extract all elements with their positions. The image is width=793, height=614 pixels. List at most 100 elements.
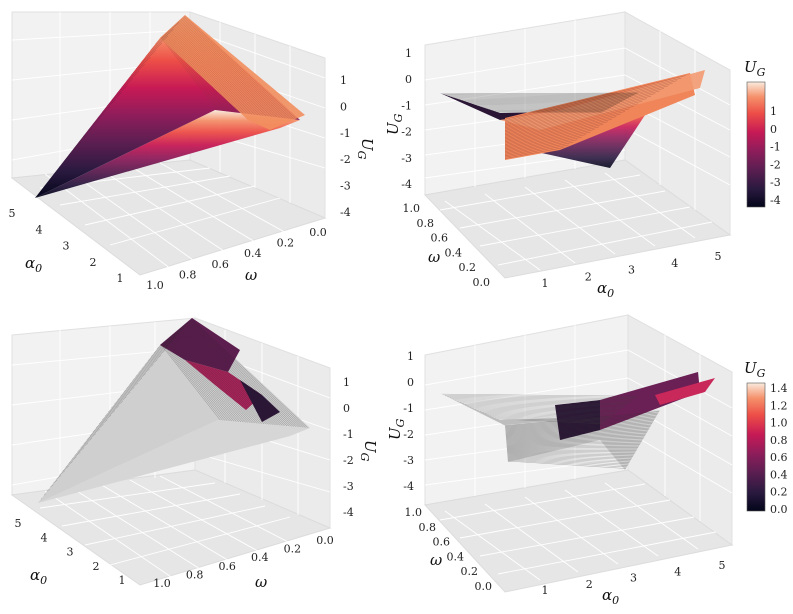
mesh-line — [179, 20, 281, 118]
omega-tick-label: 0.8 — [179, 268, 197, 281]
mesh-line — [482, 411, 612, 417]
mesh-line — [442, 92, 639, 95]
mesh-line — [174, 24, 264, 116]
mesh-line — [160, 37, 218, 111]
gridline — [484, 193, 576, 264]
surface-mesh — [39, 15, 298, 192]
mesh-line — [129, 364, 154, 385]
colorbar-tick-label: 1 — [770, 105, 777, 118]
surface-d-grey-lower — [505, 410, 660, 470]
mesh-line — [153, 327, 185, 354]
gridline — [439, 483, 646, 521]
mesh-line — [189, 319, 304, 428]
mesh-line — [190, 319, 306, 428]
alpha-tick-label: 1 — [119, 574, 126, 587]
gridline — [497, 531, 717, 575]
mesh-line — [504, 108, 630, 138]
omega-tick-label: 0.4 — [447, 550, 465, 563]
mesh-line — [505, 424, 652, 435]
gridline — [564, 179, 656, 247]
mesh-line — [174, 24, 267, 117]
mesh-line — [504, 142, 574, 156]
mesh-line — [504, 93, 656, 130]
alpha-tick-label: 1 — [117, 272, 124, 285]
mesh-line — [173, 25, 261, 116]
omega-tick-label: 0.2 — [277, 237, 295, 250]
colorbar-tick-label: -1 — [770, 141, 781, 154]
mesh-line — [489, 415, 607, 421]
z-tick-label: 0 — [407, 376, 414, 389]
mesh-line — [68, 456, 77, 464]
mesh-line — [169, 29, 247, 114]
gridline — [524, 496, 619, 565]
mesh-line — [506, 445, 640, 448]
mesh-line — [102, 99, 116, 112]
mesh-line — [47, 488, 50, 492]
mesh-line — [65, 461, 73, 468]
mesh-line — [164, 34, 230, 112]
mesh-line — [62, 465, 69, 472]
mesh-line — [507, 449, 637, 451]
mesh-line — [504, 111, 626, 140]
mesh-line — [507, 450, 636, 453]
mesh-line — [504, 139, 578, 155]
mesh-line — [162, 342, 226, 421]
mesh-line — [155, 21, 180, 45]
mesh-line — [504, 136, 582, 154]
surface-c-lower — [38, 420, 310, 503]
mesh-line — [504, 80, 678, 123]
alpha-tick-label: 5 — [715, 250, 722, 263]
z-tick-label: -2 — [340, 153, 351, 166]
mesh-line — [171, 334, 253, 424]
mesh-line — [179, 328, 274, 425]
gridline — [44, 490, 181, 584]
mesh-line — [459, 401, 627, 406]
mesh-line — [172, 334, 255, 424]
mesh-line — [178, 329, 272, 425]
surface-mesh — [442, 75, 686, 159]
mesh-line — [89, 424, 104, 436]
mesh-line — [167, 338, 242, 423]
mesh-line — [467, 405, 622, 409]
mesh-line — [507, 460, 626, 469]
omega-tick-label: 0.0 — [475, 580, 493, 593]
pane-walls — [424, 314, 734, 593]
gridline — [424, 349, 629, 386]
mesh-line — [504, 131, 591, 151]
mesh-line — [504, 95, 652, 131]
gridline — [61, 493, 241, 527]
alpha-tick-label: 2 — [585, 270, 592, 283]
gridline — [627, 431, 733, 494]
mesh-line — [504, 116, 617, 142]
gridline — [424, 377, 629, 411]
gridline — [109, 197, 281, 246]
z-tick-label: -4 — [403, 480, 414, 493]
mesh-line — [80, 438, 93, 448]
alpha-tick-label: 4 — [41, 531, 48, 544]
mesh-line — [504, 147, 565, 159]
gridline — [459, 499, 671, 539]
mesh-line — [442, 393, 639, 397]
z-tick-label: -2 — [401, 126, 412, 139]
omega-axis-label: ω — [245, 266, 257, 284]
alpha-tick-label: 4 — [674, 565, 681, 578]
alpha-axis-label: α0 — [597, 279, 614, 300]
gridline — [129, 165, 261, 246]
mesh-line — [82, 127, 93, 137]
gridline — [624, 74, 731, 131]
z-tick-label: -4 — [340, 206, 351, 219]
alpha-tick-label: 5 — [15, 517, 22, 530]
mesh-line — [484, 413, 611, 418]
mesh-line — [117, 382, 139, 401]
mesh-line — [505, 415, 657, 429]
mesh-line — [453, 96, 631, 98]
mesh-line — [505, 412, 659, 428]
mesh-line — [184, 15, 298, 120]
z-axis-label: UG — [355, 138, 376, 160]
mesh-line — [474, 408, 617, 413]
colorbar-tick-label: 0.4 — [770, 468, 788, 481]
mesh-line — [163, 342, 228, 421]
mesh-line — [504, 129, 595, 149]
mesh-line — [161, 343, 223, 421]
alpha-tick-label: 3 — [628, 264, 635, 277]
